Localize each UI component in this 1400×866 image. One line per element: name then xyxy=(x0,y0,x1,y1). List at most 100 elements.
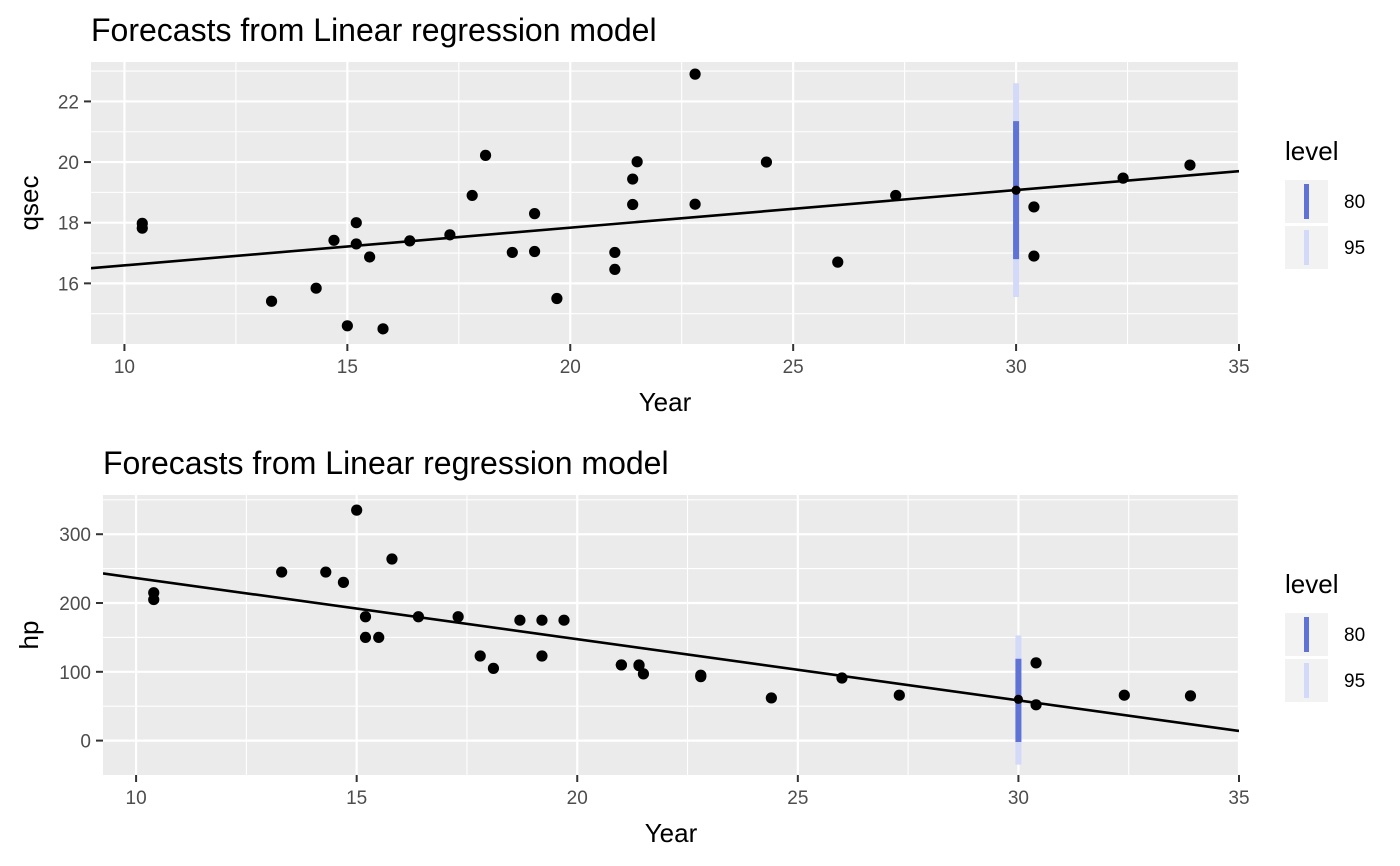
y-tick-label: 0 xyxy=(80,732,91,753)
data-point xyxy=(1028,201,1040,213)
data-point xyxy=(536,650,548,662)
data-point xyxy=(276,566,288,578)
x-tick-label: 35 xyxy=(1228,788,1249,809)
data-point xyxy=(337,576,350,588)
legend: level 80 95 xyxy=(1285,569,1365,702)
x-tick-label: 20 xyxy=(560,357,581,378)
forecast-point xyxy=(1011,185,1021,195)
legend-label: 95 xyxy=(1344,671,1365,692)
y-tick-label: 100 xyxy=(59,663,91,684)
data-point xyxy=(386,553,398,565)
data-point xyxy=(444,229,456,241)
data-point xyxy=(615,659,627,671)
data-layer xyxy=(103,504,1239,765)
data-point xyxy=(466,189,478,202)
data-point xyxy=(609,263,621,276)
x-tick-label: 15 xyxy=(346,788,367,809)
legend-label: 80 xyxy=(1344,625,1365,646)
legend-title: level xyxy=(1285,136,1338,166)
data-point xyxy=(136,222,148,234)
data-point xyxy=(452,611,464,623)
data-point xyxy=(341,320,353,332)
data-point xyxy=(760,156,773,168)
data-point xyxy=(551,292,563,305)
plot-panel-background xyxy=(103,495,1239,775)
chart-title: Forecasts from Linear regression model xyxy=(91,12,657,48)
x-tick-label: 10 xyxy=(114,357,135,378)
data-point xyxy=(320,566,332,578)
data-point xyxy=(765,692,777,704)
data-point xyxy=(609,246,621,259)
data-point xyxy=(359,611,372,623)
legend-title: level xyxy=(1285,569,1338,599)
regression-line xyxy=(103,572,1239,733)
legend: level 80 95 xyxy=(1285,136,1365,269)
data-point xyxy=(1117,172,1129,184)
data-point xyxy=(359,631,372,644)
x-tick-label: 25 xyxy=(783,357,804,378)
y-tick-label: 20 xyxy=(58,153,79,174)
chart-panel-2: Forecasts from Linear regression model 10… xyxy=(14,445,1365,848)
chart-panel-1: Forecasts from Linear regression model 10… xyxy=(14,12,1365,417)
data-point xyxy=(1184,159,1196,171)
data-point xyxy=(514,614,526,626)
y-tick-label: 16 xyxy=(58,274,79,295)
data-point xyxy=(412,611,425,623)
data-point xyxy=(265,295,278,307)
data-point xyxy=(487,662,500,674)
data-point xyxy=(364,251,376,263)
data-point xyxy=(351,504,363,516)
x-tick-label: 20 xyxy=(567,788,588,809)
data-point xyxy=(350,238,362,250)
x-axis-title: Year xyxy=(639,387,692,417)
data-point xyxy=(558,614,570,626)
y-tick-label: 300 xyxy=(59,525,91,546)
data-point xyxy=(637,668,650,680)
data-point xyxy=(528,245,541,258)
x-tick-label: 30 xyxy=(1006,357,1027,378)
y-tick-label: 18 xyxy=(58,214,79,235)
data-point xyxy=(479,149,492,161)
data-point xyxy=(1184,690,1197,702)
y-axis-title: hp xyxy=(14,621,44,650)
data-point xyxy=(528,208,541,220)
data-point xyxy=(627,173,639,185)
forecast-point xyxy=(1013,694,1024,704)
data-point xyxy=(474,650,486,662)
data-point xyxy=(832,256,844,268)
data-point xyxy=(890,189,902,202)
data-point xyxy=(633,660,645,672)
data-point xyxy=(328,234,340,246)
data-point xyxy=(631,156,643,168)
data-point xyxy=(689,68,701,80)
data-point xyxy=(404,235,416,247)
y-axis-title: qsec xyxy=(14,176,44,231)
data-point xyxy=(893,689,905,701)
x-tick-label: 25 xyxy=(787,788,808,809)
x-tick-label: 35 xyxy=(1228,357,1249,378)
x-axis-title: Year xyxy=(645,818,698,848)
legend-label: 80 xyxy=(1344,192,1365,213)
data-point xyxy=(1028,250,1040,262)
y-tick-label: 22 xyxy=(58,92,79,113)
data-point xyxy=(506,246,518,259)
data-point xyxy=(1030,657,1042,669)
data-point xyxy=(148,587,160,599)
data-point xyxy=(373,631,385,644)
data-point xyxy=(310,282,322,294)
data-point xyxy=(1118,689,1130,701)
x-tick-label: 10 xyxy=(126,788,147,809)
data-point xyxy=(689,198,701,210)
data-point xyxy=(836,672,848,684)
data-point xyxy=(536,614,548,626)
x-tick-label: 30 xyxy=(1008,788,1029,809)
data-point xyxy=(695,669,707,681)
chart-title: Forecasts from Linear regression model xyxy=(103,445,669,481)
regression-line xyxy=(91,169,1239,270)
legend-label: 95 xyxy=(1344,238,1365,259)
x-tick-label: 15 xyxy=(337,357,358,378)
plot-panel-background xyxy=(91,62,1239,344)
data-point xyxy=(1030,699,1042,711)
